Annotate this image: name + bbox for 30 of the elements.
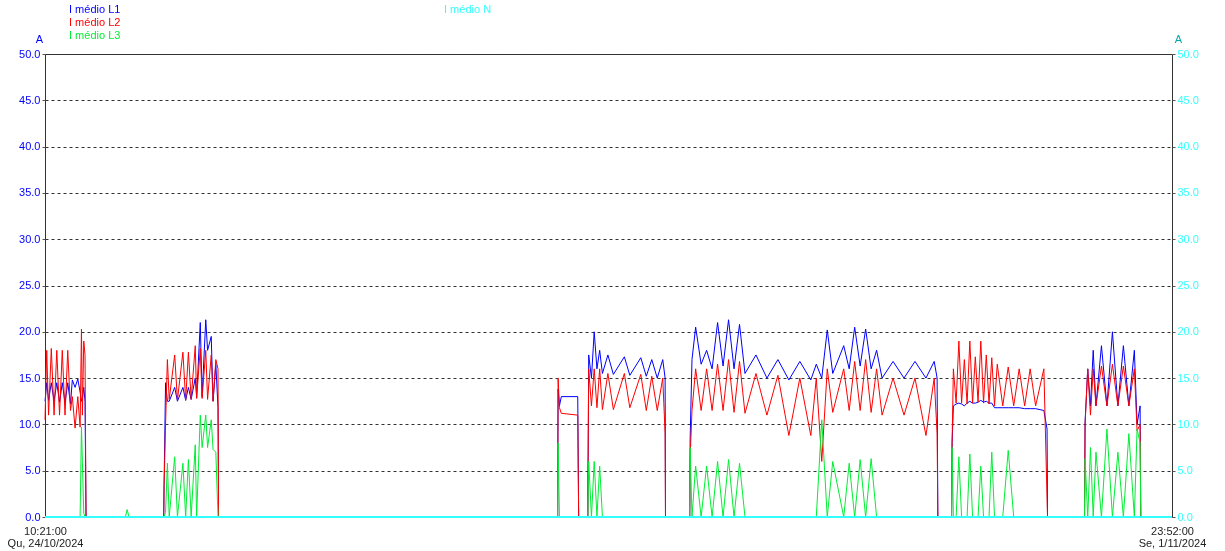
y-tick-label: 15.0 [19, 371, 41, 384]
y-tick-label: 25.0 [19, 279, 41, 291]
text: I médio L2 [69, 15, 121, 28]
y2-tick-label: 40.0 [1177, 140, 1199, 153]
y2-tick-label: 20.0 [1177, 325, 1199, 338]
y-tick-label: 30.0 [19, 232, 41, 245]
y-tick-label: 20.0 [19, 325, 41, 338]
text: I médio L1 [69, 2, 121, 15]
y2-tick-label: 15.0 [1177, 371, 1199, 384]
y2-tick-label: 5.0 [1177, 464, 1193, 477]
y-tick-label: 0.0 [25, 510, 41, 523]
text: I médio L3 [69, 28, 121, 41]
x-tick-label: 10:21:00 Qu, 24/10/2024 [7, 524, 84, 549]
y-tick-label: 10.0 [19, 417, 41, 430]
x-tick-label: 23:52:00 Se, 1/11/2024 [1138, 524, 1207, 549]
y-tick-label: 40.0 [19, 140, 41, 153]
y-tick-label: 50.0 [19, 47, 41, 60]
text: I médio N [444, 2, 492, 15]
y-tick-label: 35.0 [19, 186, 41, 199]
y-axis-title: A [35, 32, 44, 45]
y2-axis-title: A [1174, 32, 1183, 45]
y2-tick-label: 10.0 [1177, 417, 1199, 430]
y2-tick-label: 0.0 [1177, 510, 1193, 523]
y-tick-label: 45.0 [19, 93, 41, 106]
y2-tick-label: 35.0 [1177, 186, 1199, 199]
y2-tick-label: 25.0 [1177, 279, 1199, 291]
y2-tick-label: 45.0 [1177, 93, 1199, 106]
y2-tick-label: 50.0 [1177, 47, 1199, 60]
y-tick-label: 5.0 [25, 464, 41, 477]
y2-tick-label: 30.0 [1177, 232, 1199, 245]
